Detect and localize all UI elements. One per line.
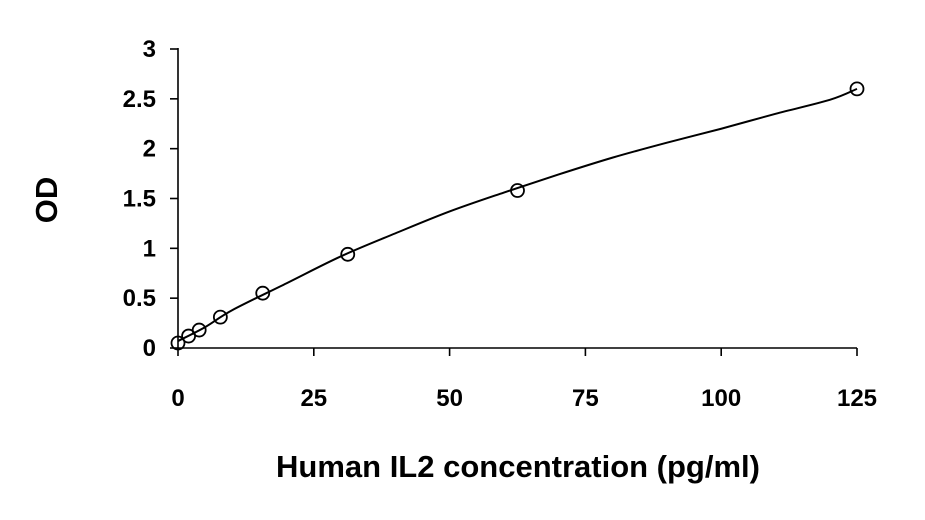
- data-point: [340, 246, 356, 262]
- labels-layer: Human IL2 concentration (pg/ml) OD: [29, 177, 760, 484]
- y-tick-label: 1: [143, 235, 156, 262]
- x-tick-label: 0: [171, 385, 184, 412]
- data-point: [849, 81, 865, 97]
- axes: 0 0.5 1 1.5 2 2.5 3 0 25 50 75 100 125: [123, 36, 877, 412]
- fit-curve-line: [177, 87, 858, 342]
- y-tick-label: 0: [143, 335, 156, 362]
- data-point: [170, 335, 186, 351]
- x-axis-title: Human IL2 concentration (pg/ml): [276, 449, 760, 484]
- x-tick-label: 100: [701, 385, 741, 412]
- y-tick-label: 1.5: [123, 186, 156, 213]
- x-tick-label: 125: [837, 385, 877, 412]
- y-tick-label: 2: [143, 136, 156, 163]
- x-tick-label: 50: [436, 385, 463, 412]
- y-tick-label: 3: [143, 36, 156, 63]
- x-tick-label: 25: [300, 385, 327, 412]
- y-tick-label: 0.5: [123, 285, 156, 312]
- fit-curve-layer: [177, 87, 858, 342]
- data-points-layer: [170, 81, 865, 351]
- x-tick-label: 75: [572, 385, 599, 412]
- y-tick-label: 2.5: [123, 86, 156, 113]
- data-point: [255, 285, 271, 301]
- y-axis-title: OD: [29, 177, 64, 224]
- data-point: [191, 322, 207, 338]
- data-point: [212, 309, 228, 325]
- data-point: [510, 183, 525, 198]
